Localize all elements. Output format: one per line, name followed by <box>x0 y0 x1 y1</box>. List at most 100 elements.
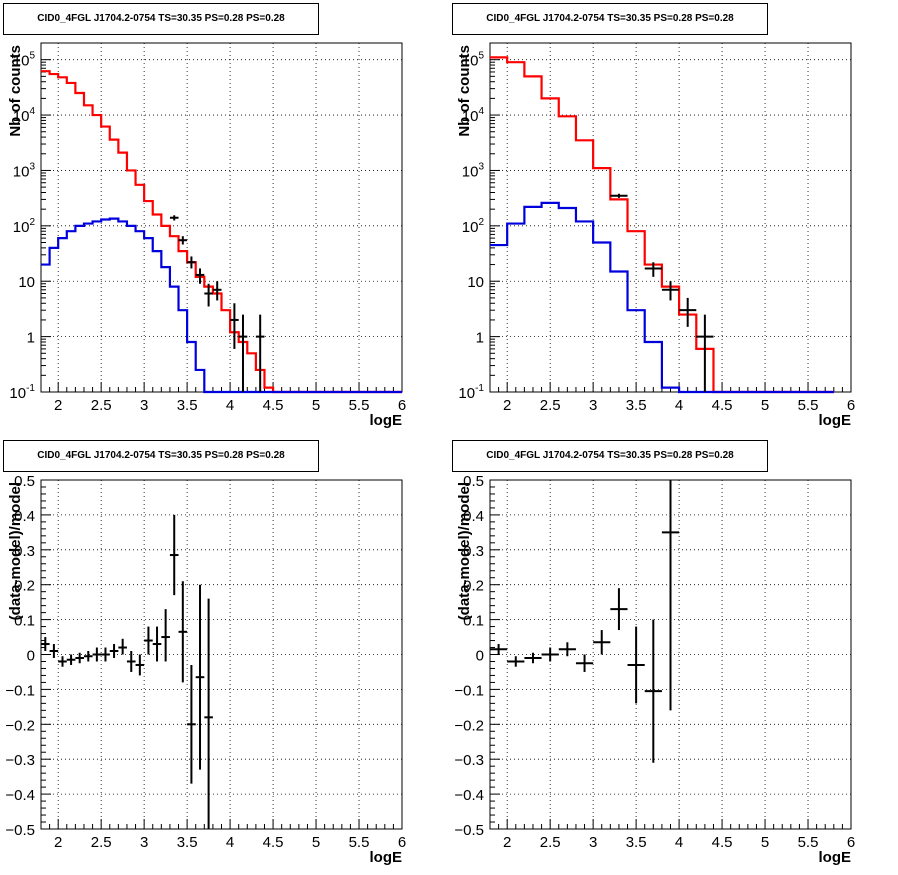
x-tick-label: 3 <box>589 834 597 851</box>
title-box-top-left: CID0_4FGL J1704.2-0754 TS=30.35 PS=0.28 … <box>3 3 319 35</box>
y-tick-label: 1 <box>27 330 35 347</box>
y-tick-label: 0 <box>27 648 35 665</box>
y-tick-label: 0.5 <box>14 473 35 490</box>
data-point <box>558 642 576 657</box>
y-tick-label: 104 <box>13 106 36 125</box>
data-point <box>66 654 76 665</box>
y-tick-label: −0.3 <box>5 752 35 769</box>
data-point <box>41 637 50 652</box>
x-tick-label: 4 <box>675 834 683 851</box>
data-point <box>187 256 196 269</box>
data-point <box>204 598 213 829</box>
x-axis-label: logE <box>819 849 852 866</box>
data-point <box>644 262 662 277</box>
title-box-bottom-left: CID0_4FGL J1704.2-0754 TS=30.35 PS=0.28 … <box>3 440 319 472</box>
data-point <box>610 193 628 198</box>
x-tick-label: 6 <box>398 834 406 851</box>
data-point <box>92 647 102 662</box>
x-tick-label: 3 <box>140 397 148 414</box>
x-tick-label: 4.5 <box>263 397 284 414</box>
x-axis-label: logE <box>819 412 852 429</box>
y-tick-label: 0 <box>476 648 484 665</box>
x-tick-label: 5.5 <box>798 834 819 851</box>
x-tick-label: 4 <box>226 834 234 851</box>
y-tick-label: 0.4 <box>463 508 484 525</box>
y-tick-label: 0.1 <box>14 613 35 630</box>
data-point <box>58 656 67 667</box>
data-point <box>575 654 594 672</box>
title-box-top-right: CID0_4FGL J1704.2-0754 TS=30.35 PS=0.28 … <box>452 3 768 35</box>
y-tick-label: −0.3 <box>454 752 484 769</box>
data-point <box>118 638 127 655</box>
x-tick-label: 3.5 <box>626 834 647 851</box>
y-tick-label: 105 <box>13 51 36 70</box>
y-tick-label: 0.3 <box>14 543 35 560</box>
x-tick-label: 4.5 <box>263 834 284 851</box>
data-point <box>109 644 119 658</box>
x-tick-label: 6 <box>847 397 855 414</box>
plot-frame <box>489 42 852 393</box>
x-tick-label: 5.5 <box>349 397 370 414</box>
data-point <box>696 314 714 392</box>
data-point <box>610 588 628 631</box>
x-tick-label: 2.5 <box>540 834 561 851</box>
y-tick-label: −0.4 <box>454 787 484 804</box>
data-point <box>126 651 136 672</box>
y-tick-label: 10 <box>18 274 35 291</box>
x-axis-label: logE <box>370 412 403 429</box>
x-tick-label: 3.5 <box>177 397 198 414</box>
y-tick-label: 0.3 <box>463 543 484 560</box>
data-point <box>161 609 170 662</box>
data-point <box>101 647 110 662</box>
x-tick-label: 5 <box>312 834 320 851</box>
title-box-bottom-right: CID0_4FGL J1704.2-0754 TS=30.35 PS=0.28 … <box>452 440 768 472</box>
data-point <box>195 584 205 770</box>
x-tick-label: 4 <box>675 397 683 414</box>
x-tick-label: 5 <box>312 397 320 414</box>
y-tick-label: −0.1 <box>454 682 484 699</box>
x-tick-label: 3.5 <box>626 397 647 414</box>
x-tick-label: 2.5 <box>91 834 112 851</box>
data-point <box>524 652 542 664</box>
y-tick-label: 10-1 <box>9 383 35 402</box>
data-point <box>169 514 179 596</box>
x-tick-label: 2 <box>54 397 62 414</box>
data-point <box>230 303 239 349</box>
data-point <box>187 664 196 784</box>
data-point <box>627 626 645 704</box>
x-tick-label: 5.5 <box>349 834 370 851</box>
y-tick-label: 1 <box>476 330 484 347</box>
y-tick-label: −0.1 <box>5 682 35 699</box>
x-tick-label: 2 <box>54 834 62 851</box>
data-point <box>83 651 93 662</box>
x-tick-label: 2 <box>503 834 511 851</box>
data-point <box>49 644 59 658</box>
x-tick-label: 6 <box>847 834 855 851</box>
x-tick-label: 2.5 <box>91 397 112 414</box>
y-tick-label: 0.5 <box>463 473 484 490</box>
data-point <box>75 652 84 664</box>
x-tick-label: 6 <box>398 397 406 414</box>
x-tick-label: 3 <box>589 397 597 414</box>
source-model-histogram <box>490 201 834 394</box>
x-axis-label: logE <box>370 849 403 866</box>
plot-frame <box>40 42 403 393</box>
y-tick-label: 104 <box>462 106 485 125</box>
data-point <box>204 283 213 307</box>
x-tick-label: 3 <box>140 834 148 851</box>
data-point <box>507 656 525 667</box>
y-axis-label: Nb of counts <box>7 45 24 137</box>
data-point <box>661 281 680 301</box>
y-tick-label: 105 <box>462 51 485 70</box>
y-axis-label: (data-model)/model <box>7 482 24 620</box>
total-model-histogram <box>41 70 402 394</box>
data-point <box>679 297 697 327</box>
y-tick-label: −0.5 <box>454 822 484 839</box>
y-tick-label: −0.5 <box>5 822 35 839</box>
x-tick-label: 5 <box>761 834 769 851</box>
data-point <box>255 314 265 392</box>
